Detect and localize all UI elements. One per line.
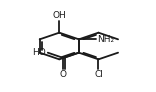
Text: O: O [60, 70, 67, 79]
Text: NH₂: NH₂ [97, 35, 114, 44]
Text: HO: HO [32, 48, 46, 57]
Text: Cl: Cl [94, 70, 103, 79]
Text: OH: OH [52, 11, 66, 20]
